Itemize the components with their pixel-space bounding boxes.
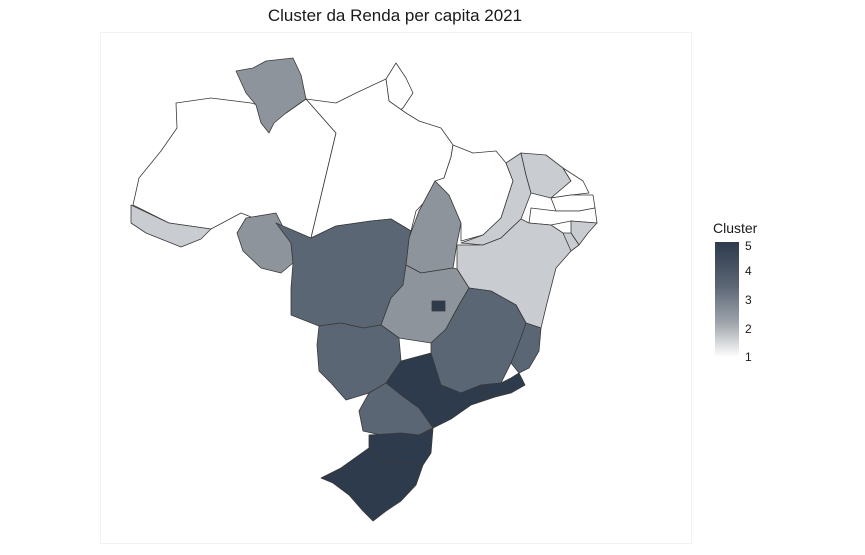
legend-tick-2: 2 <box>745 322 752 336</box>
state-rs <box>320 447 424 522</box>
legend-title: Cluster <box>713 220 758 236</box>
state-df <box>431 300 446 312</box>
legend-tick-1: 1 <box>745 350 752 364</box>
legend: Cluster 5 4 3 2 1 <box>713 220 793 370</box>
state-rr <box>235 57 307 134</box>
state-am <box>132 97 337 239</box>
legend-colorbar <box>715 242 739 357</box>
legend-tick-5: 5 <box>745 239 752 253</box>
state-ma <box>434 144 514 242</box>
map-title: Cluster da Renda per capita 2021 <box>267 6 523 25</box>
state-es <box>510 322 542 374</box>
state-ac <box>130 204 212 248</box>
map-panel <box>100 32 692 544</box>
state-pb <box>550 194 596 212</box>
legend-tick-4: 4 <box>745 264 752 278</box>
state-al <box>570 220 598 246</box>
legend-tick-3: 3 <box>745 293 752 307</box>
brazil-map <box>130 57 598 522</box>
state-ro <box>236 212 294 274</box>
